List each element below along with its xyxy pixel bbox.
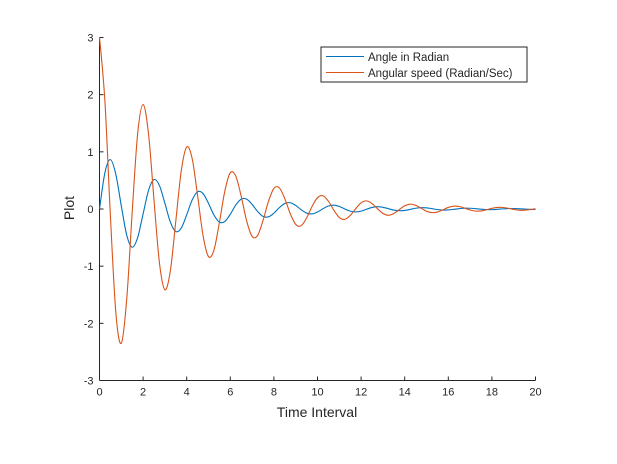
x-tick-label: 20	[529, 387, 541, 399]
x-tick-label: 8	[271, 387, 277, 399]
y-tick-label: -2	[84, 318, 94, 330]
x-tick-label: 14	[399, 387, 411, 399]
y-tick-label: 2	[87, 90, 93, 102]
y-axis-label: Plot	[61, 196, 77, 220]
x-axis-label: Time Interval	[277, 404, 357, 420]
legend-box	[320, 46, 528, 83]
y-tick-label: 1	[87, 147, 93, 159]
x-tick-label: 12	[355, 387, 367, 399]
y-tick-label: -1	[84, 261, 94, 273]
legend-label-angle: Angle in Radian	[368, 52, 449, 64]
legend: Angle in Radian Angular speed (Radian/Se…	[320, 46, 528, 83]
y-tick-label: 0	[87, 204, 93, 216]
x-tick-label: 6	[227, 387, 233, 399]
x-tick-label: 4	[184, 387, 190, 399]
x-tick-label: 16	[442, 387, 454, 399]
legend-label-angular-speed: Angular speed (Radian/Sec)	[368, 68, 513, 80]
series-line-1	[98, 36, 536, 345]
x-tick-label: 0	[96, 387, 102, 399]
y-tick-label: -3	[84, 376, 94, 388]
y-tick-label: 3	[87, 33, 93, 45]
x-tick-label: 2	[140, 387, 146, 399]
x-tick-label: 10	[311, 387, 323, 399]
plot-lines	[98, 36, 536, 345]
x-tick-label: 18	[486, 387, 498, 399]
series-line-0	[98, 159, 536, 248]
